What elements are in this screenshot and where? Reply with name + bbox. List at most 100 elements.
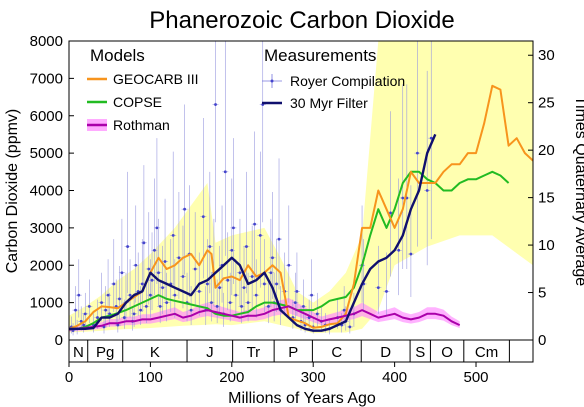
royer-point-66 xyxy=(226,278,230,282)
royer-point-6 xyxy=(82,323,86,327)
left-tick-label-2: 2000 xyxy=(30,257,63,274)
chart-title: Phanerozoic Carbon Dioxide xyxy=(149,7,455,34)
left-tick-label-7: 7000 xyxy=(30,70,63,87)
royer-point-38 xyxy=(157,271,160,275)
royer-point-57 xyxy=(208,245,212,248)
royer-point-121 xyxy=(429,136,433,140)
right-tick-label-4: 20 xyxy=(538,142,555,159)
royer-point-118 xyxy=(409,252,413,256)
royer-point-23 xyxy=(126,245,130,248)
royer-point-84 xyxy=(271,256,274,260)
left-tick-label-5: 5000 xyxy=(30,145,63,162)
geologic-period-bar: N Pg K J Tr P C D S O Cm xyxy=(68,339,534,363)
royer-point-42 xyxy=(165,301,169,305)
royer-point-39 xyxy=(158,304,162,308)
legend-label-copse: COPSE xyxy=(113,94,162,110)
royer-point-100 xyxy=(315,312,319,316)
left-tick-label-8: 8000 xyxy=(30,33,63,50)
left-tick-label-3: 3000 xyxy=(30,220,63,237)
royer-point-81 xyxy=(262,282,266,286)
right-tick-label-5: 25 xyxy=(538,95,555,112)
legend-label-royer: Royer Compilation xyxy=(290,73,405,89)
royer-point-54 xyxy=(201,215,205,219)
x-tick-label-5: 500 xyxy=(464,369,489,386)
royer-point-47 xyxy=(181,275,185,278)
royer-point-18 xyxy=(116,323,120,327)
x-tick-label-0: 0 xyxy=(65,369,73,386)
period-bar-frame xyxy=(68,339,534,363)
uncertainty-band-layer xyxy=(69,41,533,334)
period-label-p: P xyxy=(288,344,298,361)
royer-point-95 xyxy=(302,304,305,308)
right-tick-label-3: 15 xyxy=(538,190,555,207)
royer-point-58 xyxy=(210,301,213,305)
royer-point-13 xyxy=(104,308,108,312)
legend-label-filter: 30 Myr Filter xyxy=(290,95,368,111)
royer-point-93 xyxy=(295,290,299,293)
royer-point-31 xyxy=(142,241,146,245)
royer-point-24 xyxy=(128,293,132,297)
royer-point-52 xyxy=(193,267,197,271)
left-tick-label-1: 1000 xyxy=(30,295,63,312)
left-y-axis: 0 1000 2000 3000 4000 5000 6000 7000 8000 xyxy=(30,33,74,349)
series-layer xyxy=(68,41,534,336)
royer-point-20 xyxy=(120,271,124,275)
royer-point-35 xyxy=(150,278,154,282)
period-label-cm: Cm xyxy=(475,344,498,361)
royer-point-14 xyxy=(106,293,110,297)
royer-point-7 xyxy=(83,312,87,316)
royer-point-90 xyxy=(287,263,291,267)
royer-point-78 xyxy=(254,293,258,297)
royer-point-70 xyxy=(234,293,238,297)
x-tick-label-1: 100 xyxy=(138,369,163,386)
x-tick-label-2: 200 xyxy=(219,369,244,386)
royer-point-10 xyxy=(96,316,99,319)
royer-point-53 xyxy=(197,290,201,293)
royer-point-11 xyxy=(100,301,103,305)
period-label-pg: Pg xyxy=(96,344,114,361)
period-label-d: D xyxy=(380,344,391,361)
period-label-s: S xyxy=(415,344,425,361)
royer-point-115 xyxy=(397,248,401,252)
royer-point-29 xyxy=(139,308,143,312)
legend-label-rothman: Rothman xyxy=(113,117,170,133)
period-label-c: C xyxy=(331,344,342,361)
legend-label-geocarb: GEOCARB III xyxy=(113,71,199,87)
royer-point-98 xyxy=(310,293,313,297)
royer-point-83 xyxy=(269,271,273,275)
royer-point-82 xyxy=(267,304,270,308)
royer-point-61 xyxy=(215,304,219,308)
right-tick-label-2: 10 xyxy=(538,237,555,254)
royer-point-8 xyxy=(87,304,91,308)
legend-heading-measurements: Measurements xyxy=(264,46,376,65)
x-axis: 0 100 200 300 400 500 xyxy=(65,362,489,386)
royer-point-65 xyxy=(223,170,227,174)
royer-point-36 xyxy=(153,248,156,252)
royer-point-44 xyxy=(171,233,175,237)
royer-point-46 xyxy=(177,256,181,260)
royer-point-2 xyxy=(74,308,77,312)
royer-point-62 xyxy=(218,286,221,290)
royer-point-72 xyxy=(240,304,243,308)
legend-swatch-royer-dot xyxy=(270,79,274,83)
royer-point-40 xyxy=(161,286,165,290)
royer-point-119 xyxy=(416,151,419,155)
royer-point-37 xyxy=(155,226,159,230)
period-label-tr: Tr xyxy=(247,344,261,361)
royer-point-87 xyxy=(277,237,281,241)
royer-point-33 xyxy=(147,267,151,271)
right-tick-label-1: 5 xyxy=(538,285,546,302)
royer-point-67 xyxy=(228,301,232,305)
royer-point-4 xyxy=(77,293,81,297)
royer-point-69 xyxy=(232,226,235,230)
royer-point-73 xyxy=(242,286,246,290)
royer-point-114 xyxy=(389,211,392,215)
period-label-o: O xyxy=(441,344,453,361)
period-label-j: J xyxy=(206,344,214,361)
royer-point-26 xyxy=(132,312,136,316)
royer-point-48 xyxy=(183,207,186,211)
right-tick-label-6: 30 xyxy=(538,47,555,64)
royer-point-68 xyxy=(230,248,234,252)
y-axis-right-label: Times Quaternary Average xyxy=(572,96,584,286)
